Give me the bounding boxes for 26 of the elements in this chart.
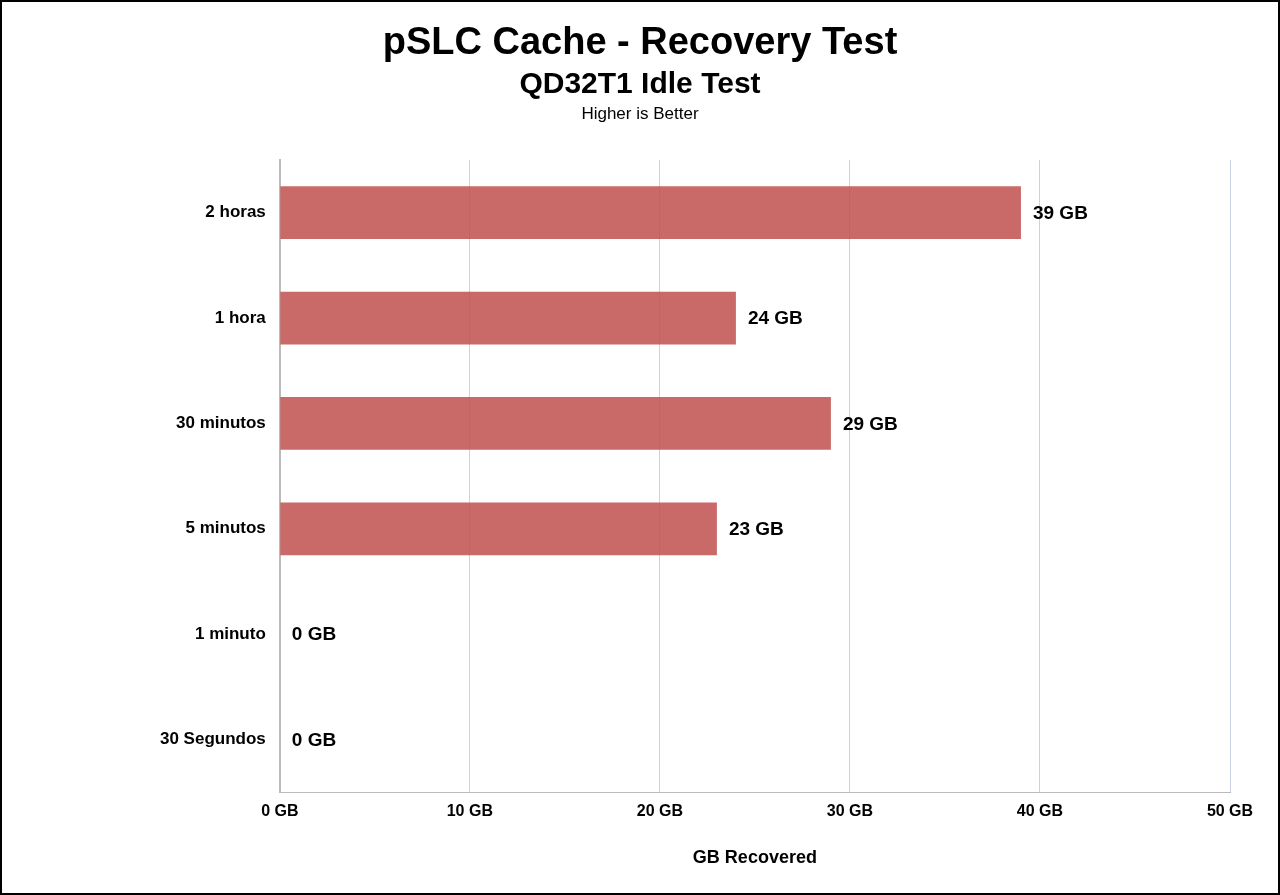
data-label: 0 GB (291, 623, 337, 645)
data-label: 0 GB (291, 728, 337, 750)
x-axis-title: GB Recovered (692, 847, 817, 868)
x-tick-label: 40 GB (1016, 802, 1064, 820)
y-tick-label: 5 minutos (185, 518, 266, 538)
x-tick-label: 10 GB (446, 802, 493, 820)
x-tick-label: 20 GB (636, 802, 684, 820)
x-tick-label: 30 GB (826, 802, 874, 820)
bar (280, 502, 717, 556)
bar (280, 186, 1021, 240)
chart-subtitle: QD32T1 Idle Test (518, 66, 762, 100)
bar (280, 397, 831, 450)
data-label: 24 GB (747, 307, 803, 329)
y-tick-label: 2 horas (205, 202, 266, 222)
x-tick-label: 0 GB (261, 802, 299, 820)
y-tick-label: 30 Segundos (159, 729, 266, 749)
y-tick-label: 1 hora (214, 307, 267, 327)
x-tick-label: 50 GB (1206, 802, 1254, 820)
y-tick-label: 1 minuto (194, 623, 266, 643)
data-label: 29 GB (842, 412, 898, 434)
chart-title: pSLC Cache - Recovery Test (381, 20, 899, 63)
bar (280, 291, 736, 345)
data-label: 39 GB (1032, 201, 1088, 223)
text: Higher is Better (580, 104, 700, 124)
y-tick-label: 30 minutos (176, 413, 266, 433)
data-label: 23 GB (728, 518, 784, 540)
